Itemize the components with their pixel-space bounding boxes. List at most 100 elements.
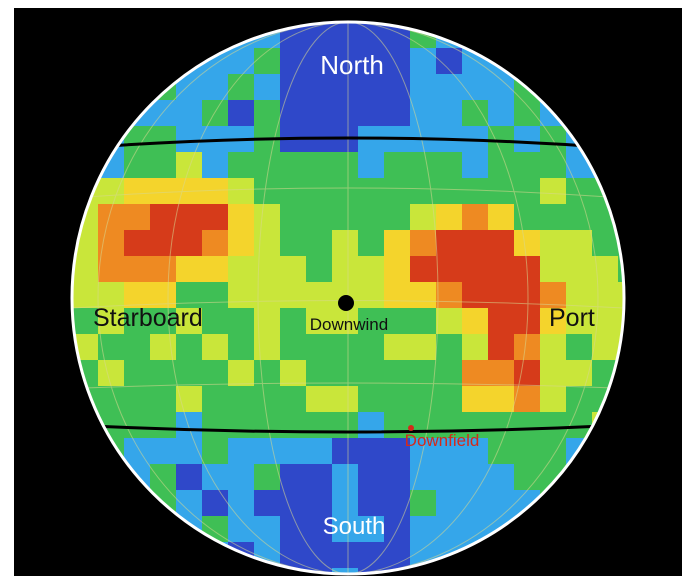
heat-cell <box>72 126 99 153</box>
heat-cell <box>332 178 359 205</box>
heat-cell <box>202 360 229 387</box>
heat-cell <box>410 282 437 309</box>
heat-cell <box>410 516 437 543</box>
heat-cell <box>462 74 489 101</box>
heat-cell <box>462 22 489 49</box>
heat-cell <box>540 74 567 101</box>
heat-cell <box>462 152 489 179</box>
heat-cell <box>228 282 255 309</box>
heat-cell <box>488 490 515 517</box>
heat-cell <box>280 230 307 257</box>
heat-cell <box>98 542 125 569</box>
heat-cell <box>566 568 593 574</box>
heat-cell <box>514 178 541 205</box>
heat-cell <box>72 516 99 543</box>
port-label: Port <box>549 304 595 332</box>
heat-cell <box>176 490 203 517</box>
heat-cell <box>124 178 151 205</box>
heat-cell <box>332 48 359 75</box>
heat-cell <box>462 100 489 127</box>
heat-cell <box>72 490 99 517</box>
heat-cell <box>176 256 203 283</box>
heat-cell <box>306 100 333 127</box>
heat-cell <box>202 178 229 205</box>
heat-cell <box>306 438 333 465</box>
heat-cell <box>280 334 307 361</box>
heat-cell <box>228 334 255 361</box>
heat-cell <box>150 360 177 387</box>
heat-cell <box>566 516 593 543</box>
heat-cell <box>436 256 463 283</box>
heat-cell <box>176 204 203 231</box>
heat-cell <box>488 100 515 127</box>
heat-cell <box>72 568 99 574</box>
heat-cell <box>462 178 489 205</box>
heat-cell <box>332 438 359 465</box>
downfield-marker <box>408 425 414 431</box>
downwind-marker <box>338 295 354 311</box>
heat-cell <box>566 100 593 127</box>
south-label: South <box>322 513 386 540</box>
heat-cell <box>410 568 437 574</box>
heat-cell <box>592 48 619 75</box>
heat-cell <box>150 204 177 231</box>
heat-cell <box>98 178 125 205</box>
heat-cell <box>618 386 624 413</box>
heat-cell <box>72 412 99 439</box>
heat-cell <box>254 204 281 231</box>
heat-cell <box>618 22 624 49</box>
heat-cell <box>514 568 541 574</box>
heat-cell <box>150 334 177 361</box>
heat-cell <box>98 386 125 413</box>
heat-cell <box>488 308 515 335</box>
heat-cell <box>72 152 99 179</box>
heat-cell <box>98 568 125 574</box>
heat-cell <box>358 178 385 205</box>
heat-cell <box>280 412 307 439</box>
heat-cell <box>410 230 437 257</box>
heat-cell <box>254 516 281 543</box>
heat-cell <box>618 230 624 257</box>
heat-cell <box>150 126 177 153</box>
heat-cell <box>124 22 151 49</box>
heat-cell <box>436 308 463 335</box>
heat-cell <box>488 22 515 49</box>
heat-cell <box>150 178 177 205</box>
heat-cell <box>98 360 125 387</box>
heat-cell <box>462 308 489 335</box>
heat-cell <box>124 204 151 231</box>
heat-cell <box>332 516 359 543</box>
heat-cell <box>176 334 203 361</box>
heat-cell <box>332 464 359 491</box>
heat-cell <box>384 334 411 361</box>
heat-cell <box>150 230 177 257</box>
heat-cell <box>176 308 203 335</box>
heat-cell <box>98 22 125 49</box>
heat-cell <box>592 100 619 127</box>
heat-cell <box>332 412 359 439</box>
heat-cell <box>618 542 624 569</box>
heat-cell <box>592 230 619 257</box>
heat-cell <box>254 386 281 413</box>
heat-cell <box>540 48 567 75</box>
heat-cell <box>150 48 177 75</box>
heat-cell <box>436 152 463 179</box>
heat-cell <box>150 152 177 179</box>
heat-cell <box>358 568 385 574</box>
heat-cell <box>488 256 515 283</box>
spherical-map <box>70 20 626 576</box>
heat-cell <box>384 412 411 439</box>
heat-cell <box>592 464 619 491</box>
heat-cell <box>618 308 624 335</box>
heat-cell <box>540 516 567 543</box>
heat-cell <box>280 100 307 127</box>
heat-cell <box>254 360 281 387</box>
heat-cell <box>514 100 541 127</box>
heat-cell <box>488 464 515 491</box>
heat-cell <box>176 100 203 127</box>
heat-cell <box>566 386 593 413</box>
heat-cell <box>566 308 593 335</box>
heat-cell <box>514 412 541 439</box>
heat-cell <box>462 282 489 309</box>
heat-cell <box>592 438 619 465</box>
